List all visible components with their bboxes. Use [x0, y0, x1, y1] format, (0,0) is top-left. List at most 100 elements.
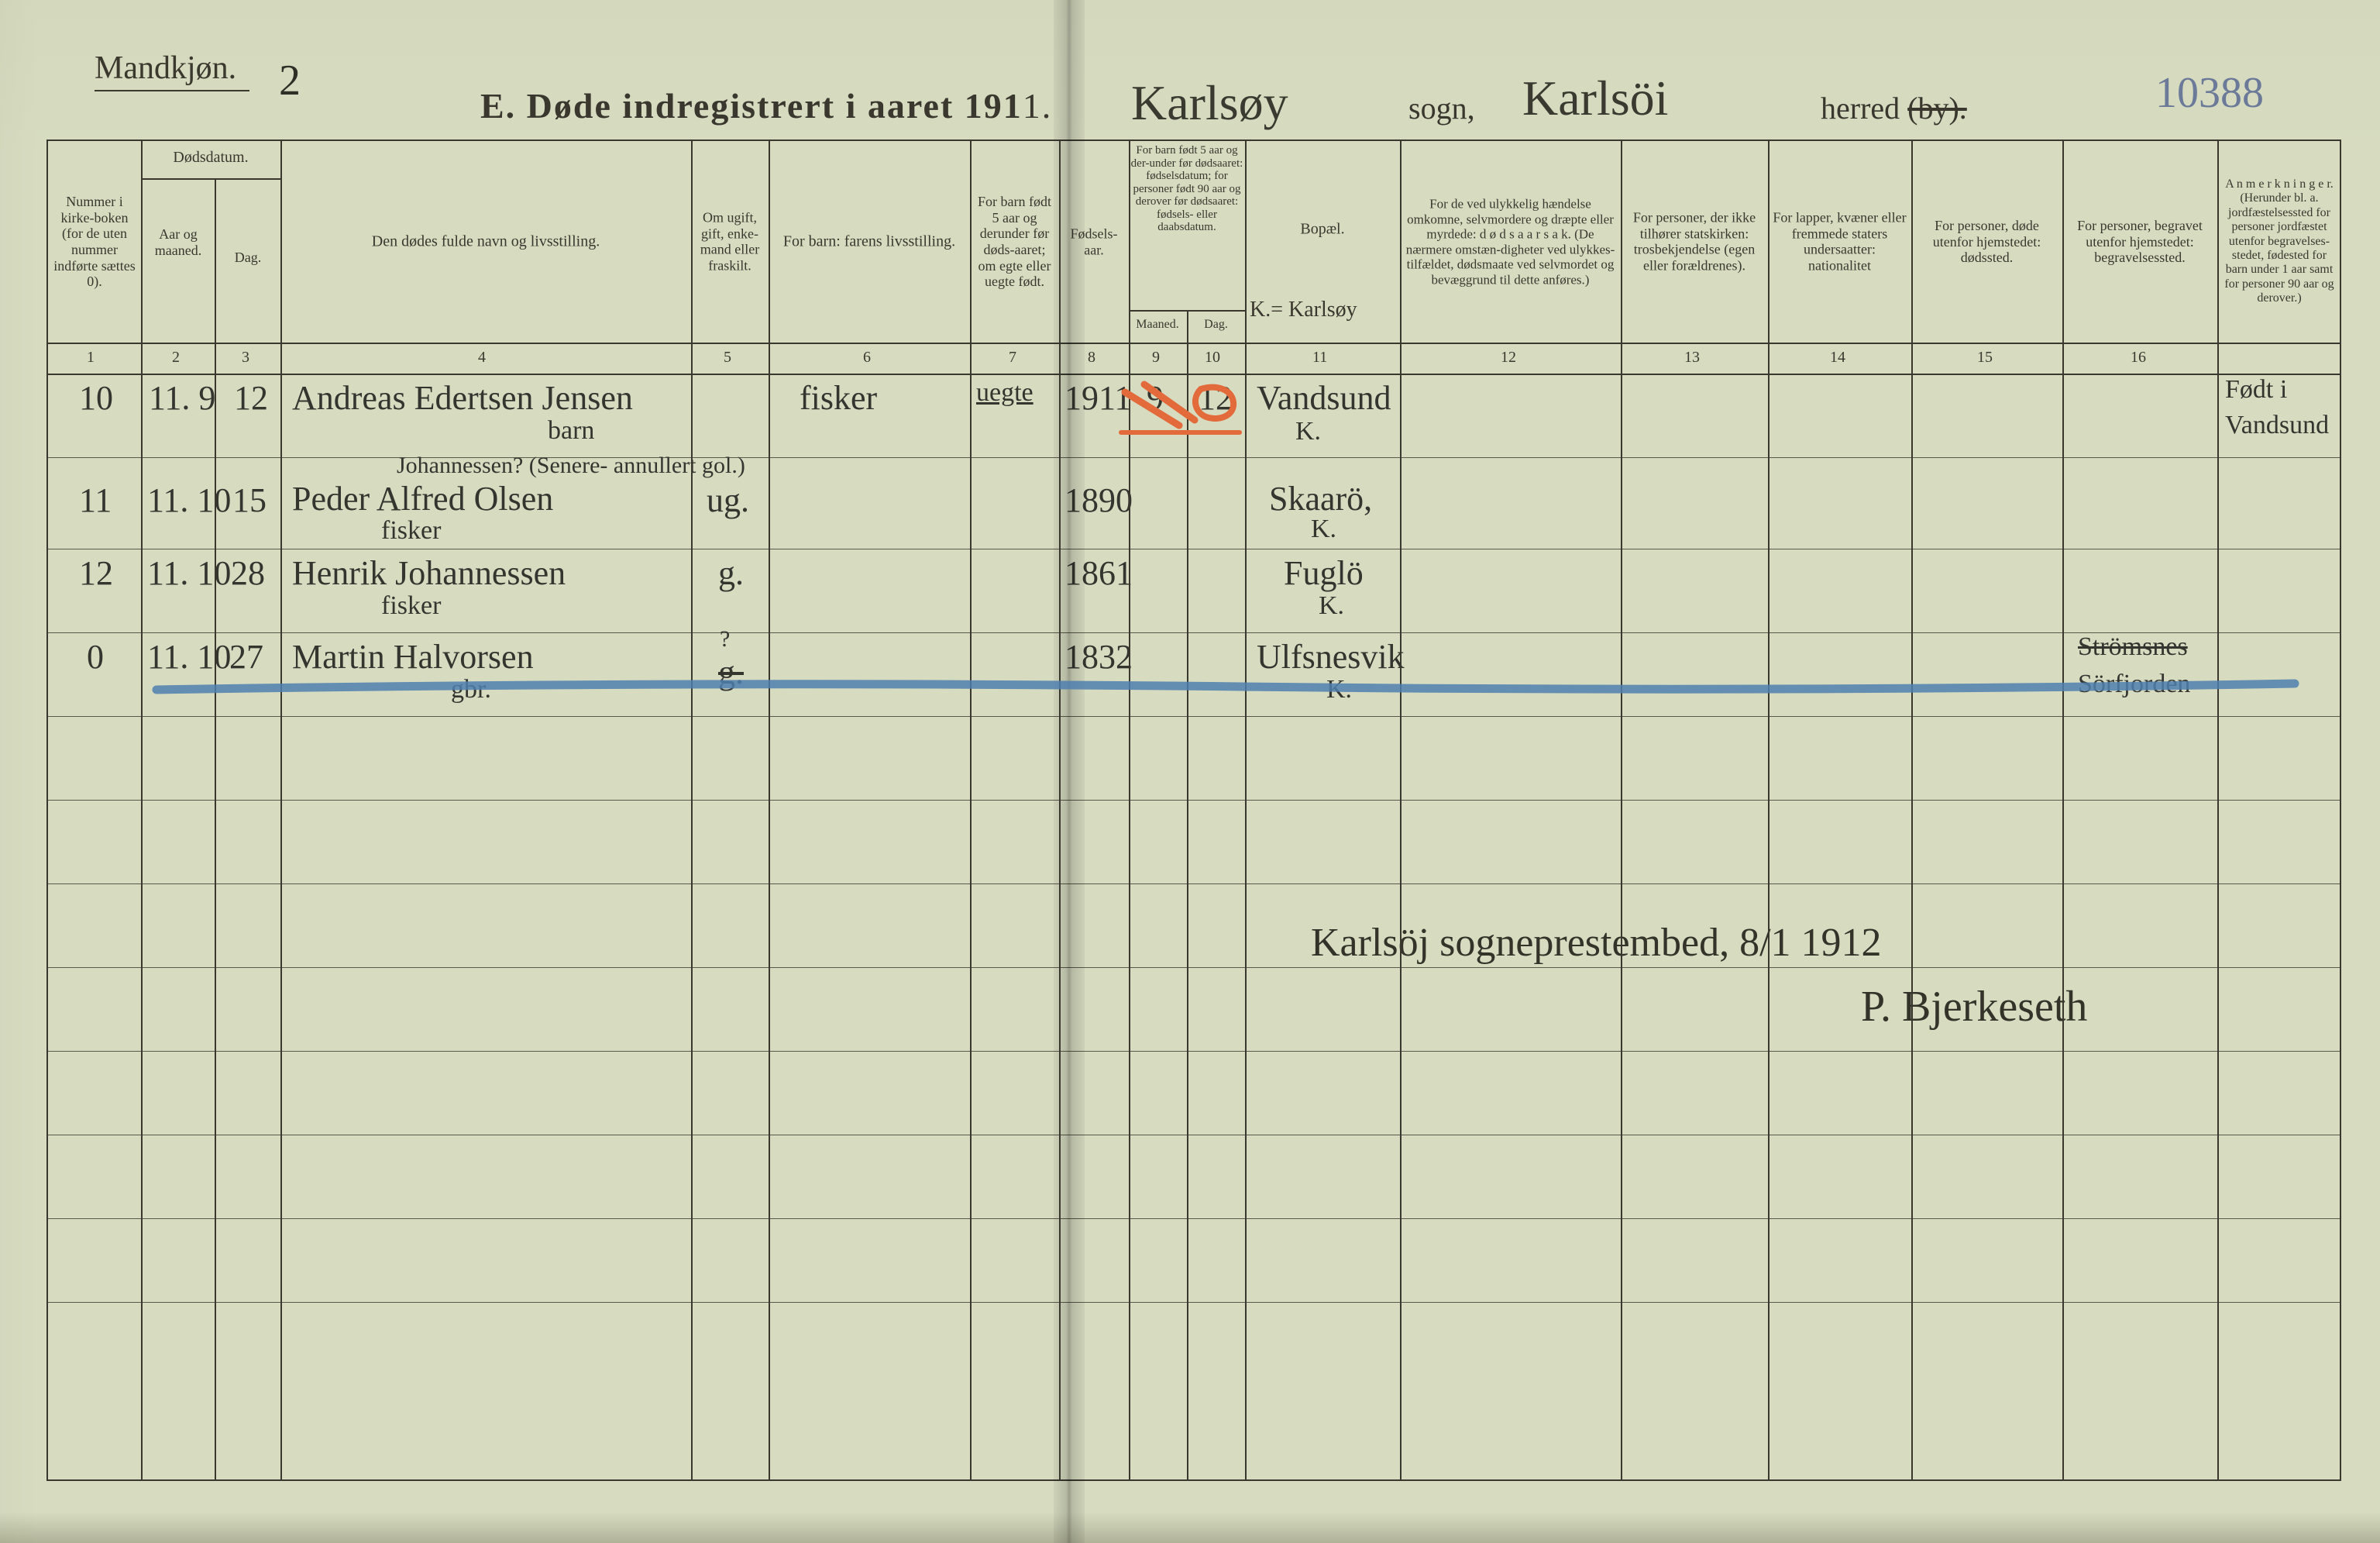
col-header-text: For barn: farens livsstilling.: [772, 233, 967, 251]
status-over: ?: [720, 626, 730, 653]
col-header-text: For personer, døde utenfor hjemstedet: d…: [1914, 218, 2059, 266]
col-num: 11: [1312, 349, 1327, 367]
col-header-text: Dag.: [218, 250, 277, 266]
col-header-16: For personer, begravet utenfor hjemstede…: [2062, 141, 2217, 343]
entry-no: 10: [79, 378, 113, 418]
residence: Vandsund: [1257, 378, 1391, 418]
remarks2: Sörfjorden: [2078, 670, 2190, 699]
table-row: [48, 1135, 2340, 1219]
grid-v: [691, 141, 693, 1479]
col-header-6: For barn: farens livsstilling.: [769, 141, 970, 343]
death-year-month: 11. 10: [147, 480, 231, 520]
col-header-text: Bopæl.: [1300, 221, 1344, 238]
col-header-17: A n m e r k n i n g e r. (Herunder bl. a…: [2217, 141, 2341, 343]
gender-label: Mandkjøn.: [95, 50, 236, 87]
register-table: Nummer i kirke-boken (for de uten nummer…: [46, 139, 2341, 1481]
page-number: 2: [279, 56, 301, 105]
legitimacy: uegte: [976, 378, 1034, 408]
col-header-text: Aar og maaned.: [144, 226, 212, 258]
name: Martin Halvorsen: [292, 637, 534, 677]
attestation-line: Karlsöj sogneprestembed, 8/1 1912: [1311, 920, 1882, 966]
col-header-5: Om ugift, gift, enke-mand eller fraskilt…: [691, 141, 769, 343]
marital-status: ug.: [707, 480, 749, 520]
sogn-handwritten: Karlsøy: [1131, 74, 1288, 132]
table-row: 10 11. 9 12 Andreas Edertsen Jensen barn…: [48, 374, 2340, 458]
grid-v: [1245, 141, 1247, 1479]
name-sub: gbr.: [451, 675, 491, 704]
death-year-month: 11. 10: [147, 637, 231, 677]
title-prefix: E. Døde indregistrert i aaret 191: [480, 86, 1023, 126]
col-num: 9: [1152, 349, 1160, 367]
residence: Skaarö,: [1269, 479, 1372, 518]
col-num: 2: [172, 349, 180, 367]
father-occupation: fisker: [800, 378, 877, 418]
grid-v: [1129, 141, 1130, 1479]
table-row: [48, 1218, 2340, 1303]
col-header-text: Dag.: [1191, 318, 1241, 332]
remarks2: Vandsund: [2225, 411, 2329, 440]
book-spine: [1054, 0, 1085, 1543]
col-header-14: For lapper, kvæner eller fremmede stater…: [1768, 141, 1911, 343]
header: Mandkjøn. 2 E. Døde indregistrert i aare…: [46, 45, 2334, 138]
col-num: 7: [1009, 349, 1016, 367]
grid-v-inner: [215, 343, 216, 374]
grid-v-inner: [1187, 374, 1188, 1479]
col-num: 13: [1684, 349, 1700, 367]
col-header-text: Den dødes fulde navn og livsstilling.: [284, 233, 688, 251]
col-num: 3: [242, 349, 249, 367]
entry-no: 11: [79, 480, 112, 520]
name: Andreas Edertsen Jensen: [292, 378, 633, 418]
col-header-text: Om ugift, gift, enke-mand eller fraskilt…: [694, 210, 765, 274]
table-row: 0 11. 10 27 Martin Halvorsen gbr. ? g. 1…: [48, 632, 2340, 717]
grid-v: [1768, 141, 1770, 1479]
col-header-annotation: K.= Karlsøy: [1250, 298, 1357, 322]
herred-word: herred: [1821, 91, 1900, 126]
death-day: 27: [229, 637, 263, 677]
col-header-text: Nummer i kirke-boken (for de uten nummer…: [51, 194, 138, 290]
col-header-text: Maaned.: [1130, 318, 1185, 332]
col-header-7: For barn født 5 aar og derunder før døds…: [970, 141, 1059, 343]
marital-status: g.: [718, 553, 744, 593]
name-sub: fisker: [381, 516, 441, 546]
residence-sub: K.: [1311, 515, 1336, 544]
signature-name: P. Bjerkeseth: [1861, 982, 2087, 1032]
col-header-text: For personer, der ikke tilhører statskir…: [1624, 210, 1765, 274]
residence-sub: K.: [1319, 591, 1344, 621]
col-num: 5: [724, 349, 731, 367]
table-row: Johannessen? (Senere- annullert gol.) 11…: [48, 457, 2340, 549]
table-row: 12 11. 10 28 Henrik Johannessen fisker g…: [48, 549, 2340, 633]
table-row: [48, 716, 2340, 801]
death-year-month: 11. 9: [149, 378, 215, 418]
col-num: 8: [1088, 349, 1095, 367]
grid-v: [970, 141, 972, 1479]
col-num: 12: [1501, 349, 1516, 367]
sogn-label: sogn,: [1408, 90, 1475, 126]
death-day: 28: [231, 553, 265, 593]
col-num: 10: [1205, 349, 1220, 367]
year-suffix: 1.: [1023, 86, 1053, 126]
table-row: [48, 1051, 2340, 1135]
col-header-text: Dødsdatum.: [141, 149, 280, 167]
grid-v-inner: [215, 374, 216, 1479]
death-day: 12: [234, 378, 268, 418]
col-header-text: For barn født 5 aar og der-under før død…: [1130, 144, 1243, 234]
death-year-month: 11. 10: [147, 553, 231, 593]
grid-v: [141, 141, 143, 1479]
residence: Fuglö: [1284, 553, 1364, 593]
residence: Ulfsnesvik: [1257, 637, 1405, 677]
grid-v: [2062, 141, 2064, 1479]
table-row: [48, 800, 2340, 884]
col-header-text: A n m e r k n i n g e r. (Herunder bl. a…: [2220, 177, 2338, 306]
column-number-row: 1 2 3 4 5 6 7 8 9 10 11 12 13 14 15 16: [48, 343, 2340, 375]
grid-v: [1400, 141, 1402, 1479]
col-header-4: Den dødes fulde navn og livsstilling.: [280, 141, 691, 343]
grid-v: [1621, 141, 1622, 1479]
grid-v: [2217, 141, 2219, 1479]
death-day: 15: [232, 480, 267, 520]
col-header-text: For personer, begravet utenfor hjemstede…: [2065, 218, 2214, 266]
entry-no: 0: [87, 637, 104, 677]
folio-number: 10388: [2155, 68, 2264, 118]
herred-label: herred (by).: [1821, 90, 1967, 126]
col-header-9: For barn født 5 aar og der-under før død…: [1129, 141, 1245, 343]
name-sub: fisker: [381, 591, 441, 621]
